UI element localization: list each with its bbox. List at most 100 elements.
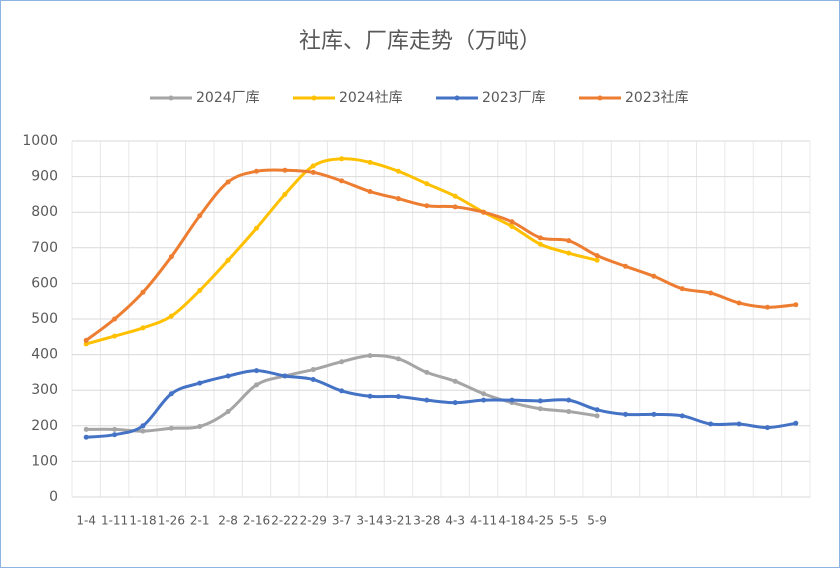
series-marker: [395, 394, 401, 400]
series-marker: [310, 367, 316, 373]
x-tick-label: 4-18: [498, 514, 525, 528]
legend-label: 2024厂库: [196, 90, 260, 106]
series-marker: [225, 257, 231, 263]
series-marker: [282, 191, 288, 197]
y-tick-label: 800: [31, 204, 58, 220]
x-tick-label: 3-28: [413, 514, 440, 528]
series-marker: [140, 325, 146, 331]
series-marker: [651, 273, 657, 279]
x-tick-label: 3-14: [356, 514, 383, 528]
series-line: [85, 168, 796, 342]
series-marker: [168, 254, 174, 260]
series-marker: [140, 423, 146, 429]
y-tick-label: 200: [31, 418, 58, 434]
series-marker: [310, 163, 316, 169]
series-marker: [225, 373, 231, 379]
series-marker: [566, 238, 572, 244]
series-marker: [566, 250, 572, 256]
series-marker: [254, 225, 259, 231]
series-marker: [197, 424, 203, 430]
series-marker: [140, 428, 146, 434]
series-marker: [481, 391, 487, 397]
series-marker: [793, 420, 799, 426]
series-marker: [282, 373, 288, 379]
y-tick-label: 100: [31, 453, 58, 469]
series-marker: [452, 193, 458, 199]
series-marker: [168, 313, 174, 319]
series-marker: [395, 168, 401, 174]
series-marker: [339, 156, 345, 162]
series-marker: [793, 302, 799, 308]
series-marker: [594, 253, 600, 259]
series-marker: [481, 209, 487, 215]
series-marker: [83, 434, 89, 440]
legend-marker: [311, 95, 317, 101]
series-marker: [197, 380, 203, 386]
series-marker: [310, 377, 316, 383]
series-marker: [623, 411, 628, 417]
series-marker: [708, 421, 714, 427]
legend-marker: [168, 95, 174, 101]
series-marker: [623, 263, 628, 269]
x-tick-label: 3-21: [385, 514, 412, 528]
series-marker: [736, 300, 742, 306]
series-marker: [509, 219, 515, 225]
series-marker: [452, 378, 458, 384]
series-marker: [452, 400, 458, 406]
series-marker: [481, 397, 487, 403]
y-tick-label: 1000: [22, 133, 58, 149]
series-marker: [424, 181, 430, 187]
y-tick-label: 700: [31, 240, 58, 256]
series-marker: [112, 432, 118, 438]
series-marker: [566, 397, 572, 403]
x-tick-label: 1-18: [129, 514, 156, 528]
series-marker: [254, 368, 259, 374]
series-marker: [339, 178, 345, 184]
series-marker: [339, 359, 345, 365]
x-tick-label: 4-25: [527, 514, 554, 528]
series-marker: [537, 235, 543, 241]
series-marker: [594, 257, 600, 263]
series-marker: [197, 288, 203, 294]
x-tick-label: 2-8: [218, 514, 238, 528]
x-tick-label: 4-11: [470, 514, 497, 528]
series-marker: [310, 169, 316, 175]
series-marker: [395, 196, 401, 202]
series-marker: [509, 397, 515, 403]
series-marker: [367, 159, 373, 165]
x-tick-label: 4-3: [445, 514, 465, 528]
x-tick-label: 5-9: [587, 514, 607, 528]
x-tick-label: 2-29: [300, 514, 327, 528]
chart-title: 社库、厂库走势（万吨）: [299, 29, 541, 54]
series-marker: [395, 356, 401, 362]
x-tick-label: 1-4: [76, 514, 96, 528]
series-marker: [225, 179, 231, 185]
x-tick-label: 5-5: [559, 514, 579, 528]
series-marker: [83, 341, 89, 347]
series-marker: [367, 189, 373, 195]
y-tick-label: 300: [31, 382, 58, 398]
legend-label: 2024社库: [339, 90, 403, 106]
series-marker: [537, 398, 543, 404]
x-tick-label: 1-26: [158, 514, 185, 528]
series-marker: [594, 407, 600, 413]
series-marker: [367, 353, 373, 359]
series-marker: [594, 413, 600, 419]
series-marker: [537, 406, 543, 412]
series-marker: [254, 168, 259, 174]
series-marker: [112, 426, 118, 432]
series-marker: [168, 425, 174, 431]
x-tick-label: 1-11: [101, 514, 128, 528]
series-marker: [708, 290, 714, 296]
series-marker: [197, 213, 203, 219]
series-marker: [764, 425, 770, 431]
series-marker: [424, 203, 430, 209]
y-tick-label: 600: [31, 275, 58, 291]
series-marker: [509, 223, 515, 229]
x-tick-label: 2-16: [243, 514, 270, 528]
series-marker: [254, 382, 259, 388]
y-tick-label: 500: [31, 311, 58, 327]
series-marker: [736, 421, 742, 427]
series-marker: [367, 393, 373, 399]
